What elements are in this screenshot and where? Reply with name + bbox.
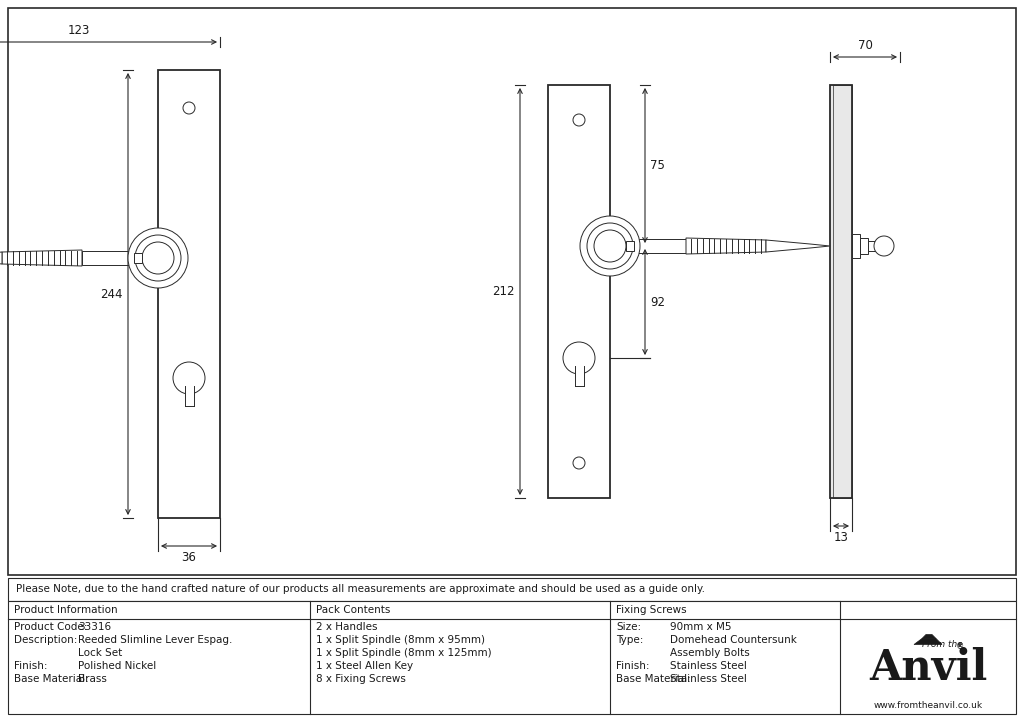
Text: Polished Nickel: Polished Nickel	[78, 661, 157, 671]
Circle shape	[874, 236, 894, 256]
Text: 36: 36	[181, 551, 197, 564]
Text: Stainless Steel: Stainless Steel	[670, 674, 746, 684]
Text: Stainless Steel: Stainless Steel	[670, 661, 746, 671]
Polygon shape	[766, 240, 830, 252]
Polygon shape	[914, 638, 942, 644]
Bar	[830, 85, 852, 498]
Text: Pack Contents: Pack Contents	[316, 605, 390, 615]
Text: www.fromtheanvil.co.uk: www.fromtheanvil.co.uk	[873, 702, 983, 710]
Polygon shape	[626, 239, 686, 253]
Bar	[874, 241, 884, 251]
Text: Please Note, due to the hand crafted nature of our products all measurements are: Please Note, due to the hand crafted nat…	[16, 585, 705, 595]
Text: Base Material:: Base Material:	[14, 674, 89, 684]
Text: 92: 92	[650, 296, 665, 308]
Text: 13: 13	[834, 531, 849, 544]
Circle shape	[173, 362, 205, 394]
Text: Size:: Size:	[616, 622, 641, 632]
Text: Product Information: Product Information	[14, 605, 118, 615]
Text: Domehead Countersunk: Domehead Countersunk	[670, 635, 797, 645]
Circle shape	[573, 457, 585, 469]
Text: Base Material:: Base Material:	[616, 674, 691, 684]
Circle shape	[573, 114, 585, 126]
Text: Type:: Type:	[616, 635, 643, 645]
Bar	[8, 601, 1016, 714]
Text: 90mm x M5: 90mm x M5	[670, 622, 731, 632]
Bar	[548, 85, 610, 498]
Text: 75: 75	[650, 159, 665, 172]
Polygon shape	[922, 634, 936, 638]
Circle shape	[580, 216, 640, 276]
Bar	[8, 578, 1016, 601]
Text: 244: 244	[100, 288, 123, 301]
Text: From the: From the	[922, 640, 963, 649]
Text: 8 x Fixing Screws: 8 x Fixing Screws	[316, 674, 406, 684]
Text: 1 x Steel Allen Key: 1 x Steel Allen Key	[316, 661, 413, 671]
Bar	[833, 85, 852, 498]
Text: Description:: Description:	[14, 635, 78, 645]
Bar	[184, 386, 194, 406]
Bar	[852, 234, 860, 258]
Text: Finish:: Finish:	[616, 661, 649, 671]
Text: 70: 70	[857, 39, 872, 52]
Circle shape	[563, 342, 595, 374]
Text: Finish:: Finish:	[14, 661, 47, 671]
Text: Brass: Brass	[78, 674, 106, 684]
Text: Assembly Bolts: Assembly Bolts	[670, 648, 750, 658]
Bar	[860, 238, 868, 254]
Polygon shape	[2, 250, 82, 266]
Polygon shape	[626, 241, 634, 251]
Bar	[8, 8, 1016, 575]
Polygon shape	[82, 251, 142, 265]
Text: Lock Set: Lock Set	[78, 648, 122, 658]
Circle shape	[183, 102, 195, 114]
Polygon shape	[134, 253, 142, 263]
Text: Product Code:: Product Code:	[14, 622, 87, 632]
Text: 123: 123	[68, 24, 90, 37]
Text: 212: 212	[493, 285, 515, 298]
Bar	[158, 70, 220, 518]
Text: 1 x Split Spindle (8mm x 125mm): 1 x Split Spindle (8mm x 125mm)	[316, 648, 492, 658]
Circle shape	[128, 228, 188, 288]
Polygon shape	[686, 238, 766, 254]
Bar	[868, 241, 876, 251]
Text: 2 x Handles: 2 x Handles	[316, 622, 378, 632]
Text: Reeded Slimline Lever Espag.: Reeded Slimline Lever Espag.	[78, 635, 232, 645]
Text: ®: ®	[955, 642, 965, 651]
Text: Anvil: Anvil	[869, 648, 987, 690]
Bar	[574, 366, 584, 386]
Text: Fixing Screws: Fixing Screws	[616, 605, 687, 615]
Text: 1 x Split Spindle (8mm x 95mm): 1 x Split Spindle (8mm x 95mm)	[316, 635, 485, 645]
Text: 33316: 33316	[78, 622, 112, 632]
Polygon shape	[0, 252, 2, 264]
